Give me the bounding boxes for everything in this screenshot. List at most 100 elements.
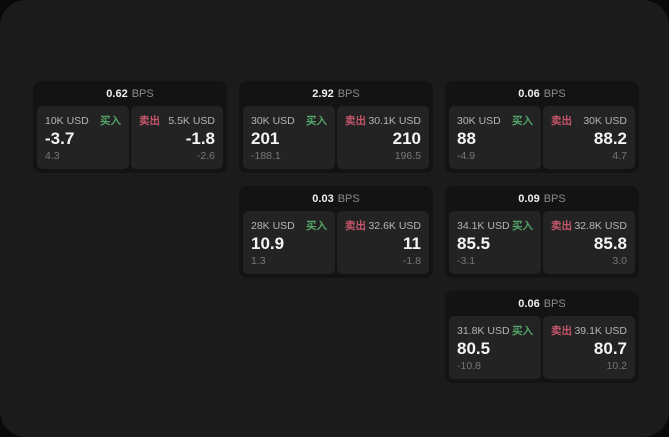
sell-notional: 30.1K USD	[368, 114, 421, 127]
bps-value: 0.62	[106, 87, 128, 100]
sell-notional: 32.8K USD	[574, 219, 627, 232]
sell-price: 88.2	[593, 129, 627, 149]
buy-price: 85.5	[457, 234, 491, 254]
bps-header: 0.03 BPS	[239, 186, 433, 211]
buy-price: 10.9	[251, 234, 285, 254]
bps-unit-label: BPS	[131, 87, 154, 100]
panel-top-row: 34.1K USD 买入	[457, 218, 533, 233]
sell-change: 4.7	[612, 150, 627, 162]
sell-panel[interactable]: 卖出 32.6K USD 11 -1.8	[337, 211, 429, 274]
bps-header: 0.62 BPS	[33, 81, 227, 106]
buy-notional: 30K USD	[251, 114, 295, 127]
bps-header: 2.92 BPS	[239, 81, 433, 106]
bps-unit-label: BPS	[337, 192, 360, 205]
sell-change: 196.5	[394, 150, 421, 162]
bps-header: 0.06 BPS	[445, 291, 639, 316]
panel-top-row: 30K USD 买入	[251, 113, 327, 128]
bps-value: 2.92	[312, 87, 334, 100]
panel-top-row: 31.8K USD 买入	[457, 323, 533, 338]
buy-change: 1.3	[251, 255, 266, 267]
sell-panel[interactable]: 卖出 39.1K USD 80.7 10.2	[543, 316, 635, 379]
buy-price: -3.7	[45, 129, 75, 149]
sell-panel[interactable]: 卖出 5.5K USD -1.8 -2.6	[131, 106, 223, 169]
buy-notional: 28K USD	[251, 219, 295, 232]
sell-price: 11	[403, 234, 421, 254]
bps-value: 0.09	[518, 192, 540, 205]
panel-group: 34.1K USD 买入 85.5 -3.1 卖出 32.8K USD 85.8…	[445, 211, 639, 278]
buy-panel[interactable]: 30K USD 买入 88 -4.9	[449, 106, 541, 169]
panel-top-row: 卖出 32.6K USD	[345, 218, 421, 233]
sell-notional: 32.6K USD	[368, 219, 421, 232]
buy-change: 4.3	[45, 150, 60, 162]
buy-panel[interactable]: 10K USD 买入 -3.7 4.3	[37, 106, 129, 169]
panel-group: 30K USD 买入 201 -188.1 卖出 30.1K USD 210 1…	[239, 106, 433, 173]
buy-notional: 30K USD	[457, 114, 501, 127]
buy-notional: 34.1K USD	[457, 219, 510, 232]
panel-top-row: 卖出 30.1K USD	[345, 113, 421, 128]
buy-side-label: 买入	[512, 220, 533, 232]
buy-price: 80.5	[457, 339, 491, 359]
sell-change: 10.2	[606, 360, 627, 372]
bps-unit-label: BPS	[543, 192, 566, 205]
sell-panel[interactable]: 卖出 30.1K USD 210 196.5	[337, 106, 429, 169]
sell-notional: 5.5K USD	[168, 114, 215, 127]
panel-top-row: 卖出 32.8K USD	[551, 218, 627, 233]
sell-panel[interactable]: 卖出 32.8K USD 85.8 3.0	[543, 211, 635, 274]
bps-header: 0.09 BPS	[445, 186, 639, 211]
panel-group: 31.8K USD 买入 80.5 -10.8 卖出 39.1K USD 80.…	[445, 316, 639, 383]
panel-group: 10K USD 买入 -3.7 4.3 卖出 5.5K USD -1.8 -2.…	[33, 106, 227, 173]
panel-top-row: 卖出 39.1K USD	[551, 323, 627, 338]
buy-panel[interactable]: 34.1K USD 买入 85.5 -3.1	[449, 211, 541, 274]
sell-side-label: 卖出	[551, 220, 572, 232]
buy-side-label: 买入	[512, 115, 533, 127]
price-tile-grid: 0.62 BPS 10K USD 买入 -3.7 4.3 卖出 5.5K USD	[33, 81, 639, 383]
buy-change: -10.8	[457, 360, 481, 372]
buy-change: -188.1	[251, 150, 281, 162]
sell-price: 85.8	[593, 234, 627, 254]
sell-side-label: 卖出	[345, 115, 366, 127]
buy-price: 201	[251, 129, 280, 149]
buy-change: -3.1	[457, 255, 476, 267]
bps-value: 0.06	[518, 297, 540, 310]
bps-value: 0.06	[518, 87, 540, 100]
panel-top-row: 28K USD 买入	[251, 218, 327, 233]
buy-panel[interactable]: 30K USD 买入 201 -188.1	[243, 106, 335, 169]
buy-price: 88	[457, 129, 476, 149]
sell-notional: 30K USD	[583, 114, 627, 127]
panel-group: 28K USD 买入 10.9 1.3 卖出 32.6K USD 11 -1.8	[239, 211, 433, 278]
price-card: 0.09 BPS 34.1K USD 买入 85.5 -3.1 卖出 32.8K…	[445, 186, 639, 278]
bps-unit-label: BPS	[543, 87, 566, 100]
sell-side-label: 卖出	[551, 325, 572, 337]
sell-change: -1.8	[402, 255, 421, 267]
panel-top-row: 卖出 5.5K USD	[139, 113, 215, 128]
sell-price: -1.8	[185, 129, 215, 149]
sell-change: -2.6	[196, 150, 215, 162]
panel-top-row: 30K USD 买入	[457, 113, 533, 128]
buy-change: -4.9	[457, 150, 476, 162]
bps-unit-label: BPS	[543, 297, 566, 310]
bps-unit-label: BPS	[337, 87, 360, 100]
sell-change: 3.0	[612, 255, 627, 267]
buy-panel[interactable]: 31.8K USD 买入 80.5 -10.8	[449, 316, 541, 379]
sell-price: 80.7	[593, 339, 627, 359]
buy-side-label: 买入	[512, 325, 533, 337]
price-card: 0.62 BPS 10K USD 买入 -3.7 4.3 卖出 5.5K USD	[33, 81, 227, 173]
price-card: 2.92 BPS 30K USD 买入 201 -188.1 卖出 30.1K …	[239, 81, 433, 173]
sell-notional: 39.1K USD	[574, 324, 627, 337]
buy-side-label: 买入	[306, 115, 327, 127]
sell-side-label: 卖出	[139, 115, 160, 127]
buy-notional: 31.8K USD	[457, 324, 510, 337]
panel-group: 30K USD 买入 88 -4.9 卖出 30K USD 88.2 4.7	[445, 106, 639, 173]
panel-top-row: 卖出 30K USD	[551, 113, 627, 128]
bps-value: 0.03	[312, 192, 334, 205]
bps-header: 0.06 BPS	[445, 81, 639, 106]
sell-price: 210	[392, 129, 421, 149]
buy-panel[interactable]: 28K USD 买入 10.9 1.3	[243, 211, 335, 274]
sell-panel[interactable]: 卖出 30K USD 88.2 4.7	[543, 106, 635, 169]
sell-side-label: 卖出	[551, 115, 572, 127]
buy-side-label: 买入	[306, 220, 327, 232]
buy-notional: 10K USD	[45, 114, 89, 127]
panel-top-row: 10K USD 买入	[45, 113, 121, 128]
price-card: 0.03 BPS 28K USD 买入 10.9 1.3 卖出 32.6K US…	[239, 186, 433, 278]
sell-side-label: 卖出	[345, 220, 366, 232]
